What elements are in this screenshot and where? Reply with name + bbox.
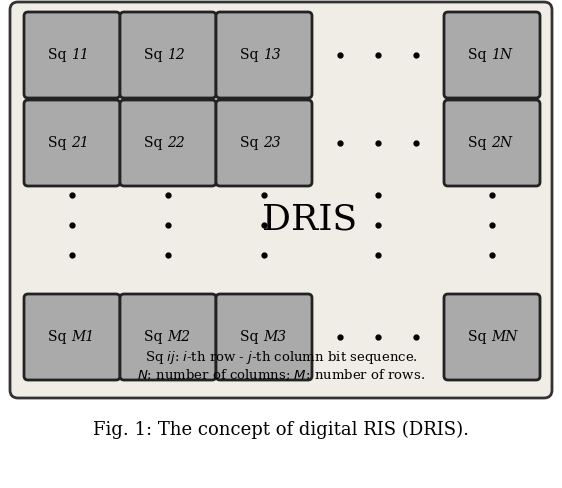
Text: Sq: Sq: [240, 48, 263, 62]
Text: 2N: 2N: [491, 136, 512, 150]
Text: Sq: Sq: [48, 136, 71, 150]
FancyBboxPatch shape: [444, 100, 540, 186]
Text: M2: M2: [167, 330, 190, 344]
FancyBboxPatch shape: [24, 100, 120, 186]
Text: 12: 12: [167, 48, 185, 62]
Text: Sq: Sq: [468, 48, 491, 62]
FancyBboxPatch shape: [24, 12, 120, 98]
Text: $N$: number of columns; $M$: number of rows.: $N$: number of columns; $M$: number of r…: [137, 367, 425, 383]
Text: Sq: Sq: [144, 48, 167, 62]
Text: Sq: Sq: [240, 330, 263, 344]
FancyBboxPatch shape: [444, 12, 540, 98]
FancyBboxPatch shape: [120, 12, 216, 98]
Text: 1N: 1N: [491, 48, 512, 62]
Text: Sq $ij$: $i$-th row - $j$-th column bit sequence.: Sq $ij$: $i$-th row - $j$-th column bit …: [144, 349, 418, 366]
FancyBboxPatch shape: [120, 294, 216, 380]
Text: M3: M3: [263, 330, 286, 344]
FancyBboxPatch shape: [24, 294, 120, 380]
Text: Sq: Sq: [468, 330, 491, 344]
Text: DRIS: DRIS: [262, 203, 357, 237]
FancyBboxPatch shape: [216, 294, 312, 380]
Text: Sq: Sq: [144, 136, 167, 150]
Text: 23: 23: [263, 136, 281, 150]
FancyBboxPatch shape: [444, 294, 540, 380]
Text: 21: 21: [71, 136, 89, 150]
Text: Sq: Sq: [48, 330, 71, 344]
Text: Fig. 1: The concept of digital RIS (DRIS).: Fig. 1: The concept of digital RIS (DRIS…: [93, 421, 469, 439]
Text: 13: 13: [263, 48, 281, 62]
Text: 22: 22: [167, 136, 185, 150]
FancyBboxPatch shape: [10, 2, 552, 398]
Text: Sq: Sq: [144, 330, 167, 344]
FancyBboxPatch shape: [120, 100, 216, 186]
FancyBboxPatch shape: [216, 12, 312, 98]
Text: MN: MN: [491, 330, 518, 344]
Text: Sq: Sq: [48, 48, 71, 62]
Text: M1: M1: [71, 330, 94, 344]
Text: Sq: Sq: [468, 136, 491, 150]
Text: 11: 11: [71, 48, 89, 62]
FancyBboxPatch shape: [216, 100, 312, 186]
Text: Sq: Sq: [240, 136, 263, 150]
